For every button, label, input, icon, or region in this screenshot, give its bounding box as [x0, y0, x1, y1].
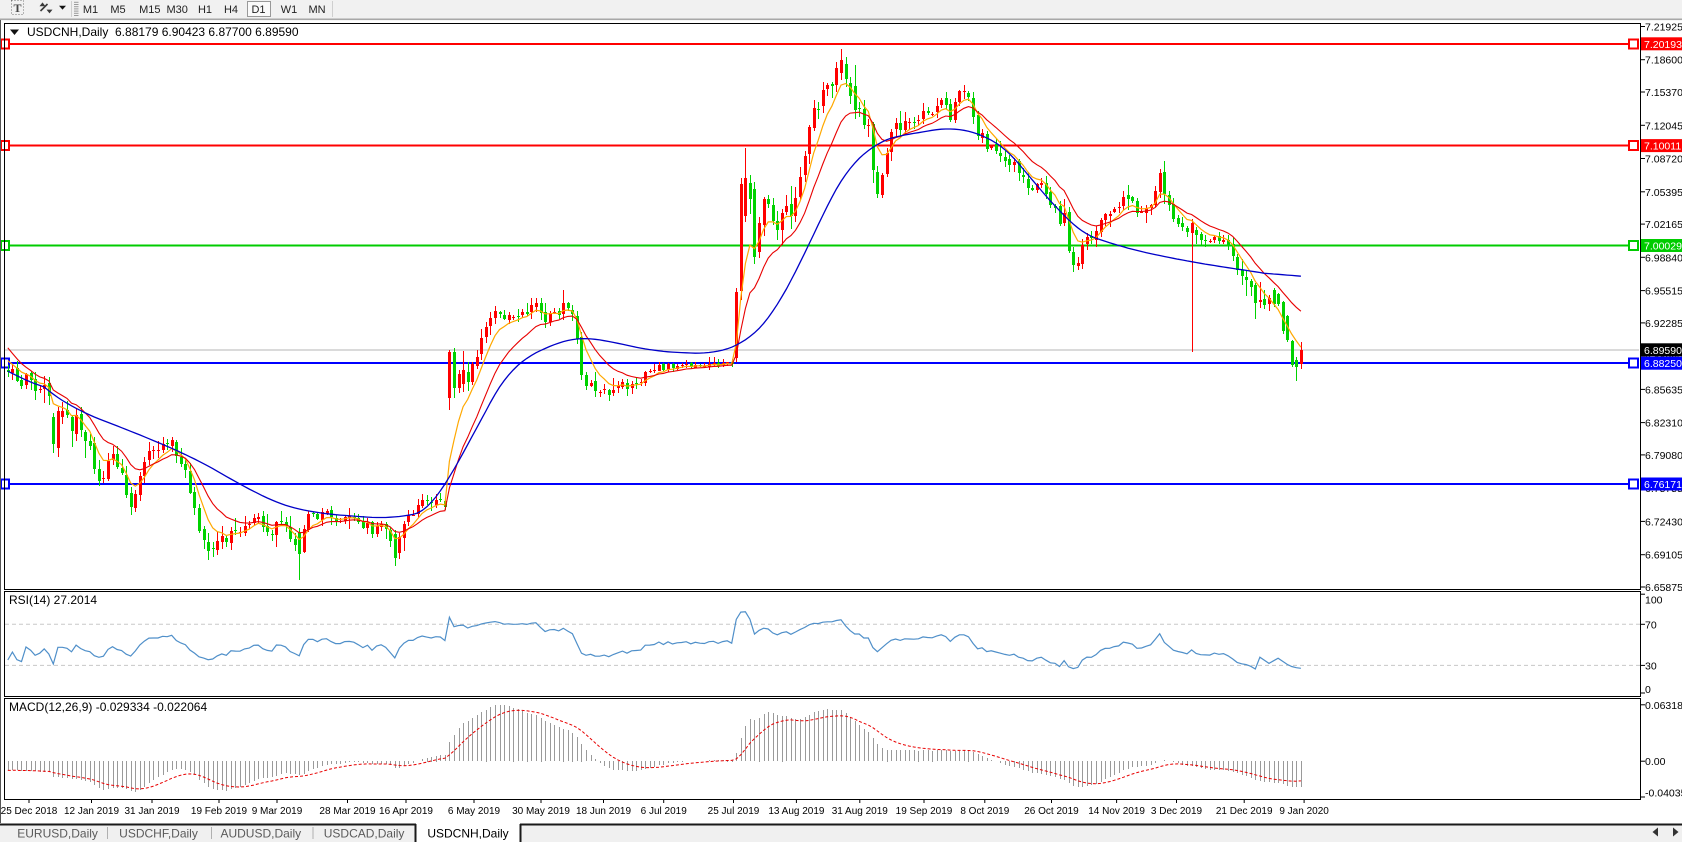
svg-text:MN: MN: [308, 4, 325, 16]
svg-text:19 Feb 2019: 19 Feb 2019: [191, 806, 248, 817]
svg-text:6.85635: 6.85635: [1645, 384, 1682, 396]
svg-text:16 Apr 2019: 16 Apr 2019: [379, 806, 433, 817]
svg-text:100: 100: [1645, 595, 1663, 607]
svg-text:70: 70: [1645, 619, 1657, 631]
svg-text:W1: W1: [281, 4, 298, 16]
svg-text:28 Mar 2019: 28 Mar 2019: [319, 806, 376, 817]
svg-text:6.65875: 6.65875: [1645, 582, 1682, 594]
svg-text:26 Oct 2019: 26 Oct 2019: [1024, 806, 1079, 817]
svg-text:USDCAD,Daily: USDCAD,Daily: [324, 827, 405, 841]
svg-text:6 May 2019: 6 May 2019: [448, 806, 501, 817]
svg-text:14 Nov 2019: 14 Nov 2019: [1088, 806, 1145, 817]
svg-text:M15: M15: [139, 4, 160, 16]
svg-text:D1: D1: [251, 4, 265, 16]
svg-text:7.12045: 7.12045: [1645, 120, 1682, 132]
svg-text:30 May 2019: 30 May 2019: [512, 806, 570, 817]
svg-text:12 Jan 2019: 12 Jan 2019: [64, 806, 119, 817]
svg-text:M1: M1: [83, 4, 98, 16]
svg-text:19 Sep 2019: 19 Sep 2019: [896, 806, 953, 817]
svg-text:6.82310: 6.82310: [1645, 418, 1682, 430]
svg-text:9 Jan 2020: 9 Jan 2020: [1279, 806, 1329, 817]
svg-text:31 Aug 2019: 31 Aug 2019: [832, 806, 889, 817]
svg-text:M30: M30: [166, 4, 187, 16]
svg-text:6.92285: 6.92285: [1645, 318, 1682, 330]
svg-text:7.10011: 7.10011: [1644, 141, 1681, 153]
svg-text:7.21925: 7.21925: [1645, 22, 1682, 34]
svg-text:7.05395: 7.05395: [1645, 187, 1682, 199]
svg-text:0: 0: [1645, 684, 1651, 696]
svg-text:USDCNH,Daily 6.88179 6.90423: USDCNH,Daily 6.88179 6.90423 6.87700 6.8…: [27, 25, 299, 39]
svg-text:21 Dec 2019: 21 Dec 2019: [1216, 806, 1273, 817]
svg-text:31 Jan 2019: 31 Jan 2019: [124, 806, 179, 817]
svg-text:7.02165: 7.02165: [1645, 219, 1682, 231]
svg-text:25 Dec 2018: 25 Dec 2018: [1, 806, 58, 817]
svg-text:13 Aug 2019: 13 Aug 2019: [768, 806, 825, 817]
svg-text:6.69105: 6.69105: [1645, 550, 1682, 562]
svg-text:0.00: 0.00: [1645, 756, 1666, 768]
svg-text:AUDUSD,Daily: AUDUSD,Daily: [220, 827, 301, 841]
svg-text:7.15370: 7.15370: [1645, 87, 1682, 99]
svg-text:7.18600: 7.18600: [1645, 55, 1682, 67]
svg-text:M5: M5: [110, 4, 125, 16]
svg-text:H4: H4: [224, 4, 238, 16]
svg-text:6.98840: 6.98840: [1645, 252, 1682, 264]
svg-text:EURUSD,Daily: EURUSD,Daily: [17, 827, 98, 841]
svg-text:8 Oct 2019: 8 Oct 2019: [960, 806, 1009, 817]
svg-text:6 Jul 2019: 6 Jul 2019: [641, 806, 688, 817]
svg-text:-0.040355: -0.040355: [1645, 788, 1682, 800]
svg-text:7.00029: 7.00029: [1644, 241, 1682, 253]
svg-text:6.95515: 6.95515: [1645, 286, 1682, 298]
svg-text:30: 30: [1645, 660, 1657, 672]
svg-text:6.89590: 6.89590: [1644, 345, 1682, 357]
svg-text:7.08720: 7.08720: [1645, 154, 1682, 166]
svg-text:6.88250: 6.88250: [1644, 358, 1682, 370]
svg-text:MACD(12,26,9) -0.029334 -0.022: MACD(12,26,9) -0.029334 -0.022064: [9, 700, 207, 714]
svg-text:RSI(14) 27.2014: RSI(14) 27.2014: [9, 593, 97, 607]
svg-text:9 Mar 2019: 9 Mar 2019: [252, 806, 303, 817]
svg-text:6.79080: 6.79080: [1645, 450, 1682, 462]
svg-text:USDCNH,Daily: USDCNH,Daily: [427, 827, 508, 841]
svg-text:USDCHF,Daily: USDCHF,Daily: [119, 827, 198, 841]
svg-text:18 Jun 2019: 18 Jun 2019: [576, 806, 631, 817]
svg-text:25 Jul 2019: 25 Jul 2019: [708, 806, 760, 817]
svg-text:H1: H1: [198, 4, 212, 16]
svg-text:6.76171: 6.76171: [1644, 479, 1682, 491]
svg-text:6.72430: 6.72430: [1645, 516, 1682, 528]
svg-text:0.063184: 0.063184: [1645, 700, 1682, 712]
svg-text:T: T: [13, 1, 21, 15]
svg-text:7.20193: 7.20193: [1644, 39, 1682, 51]
svg-text:3 Dec 2019: 3 Dec 2019: [1151, 806, 1203, 817]
